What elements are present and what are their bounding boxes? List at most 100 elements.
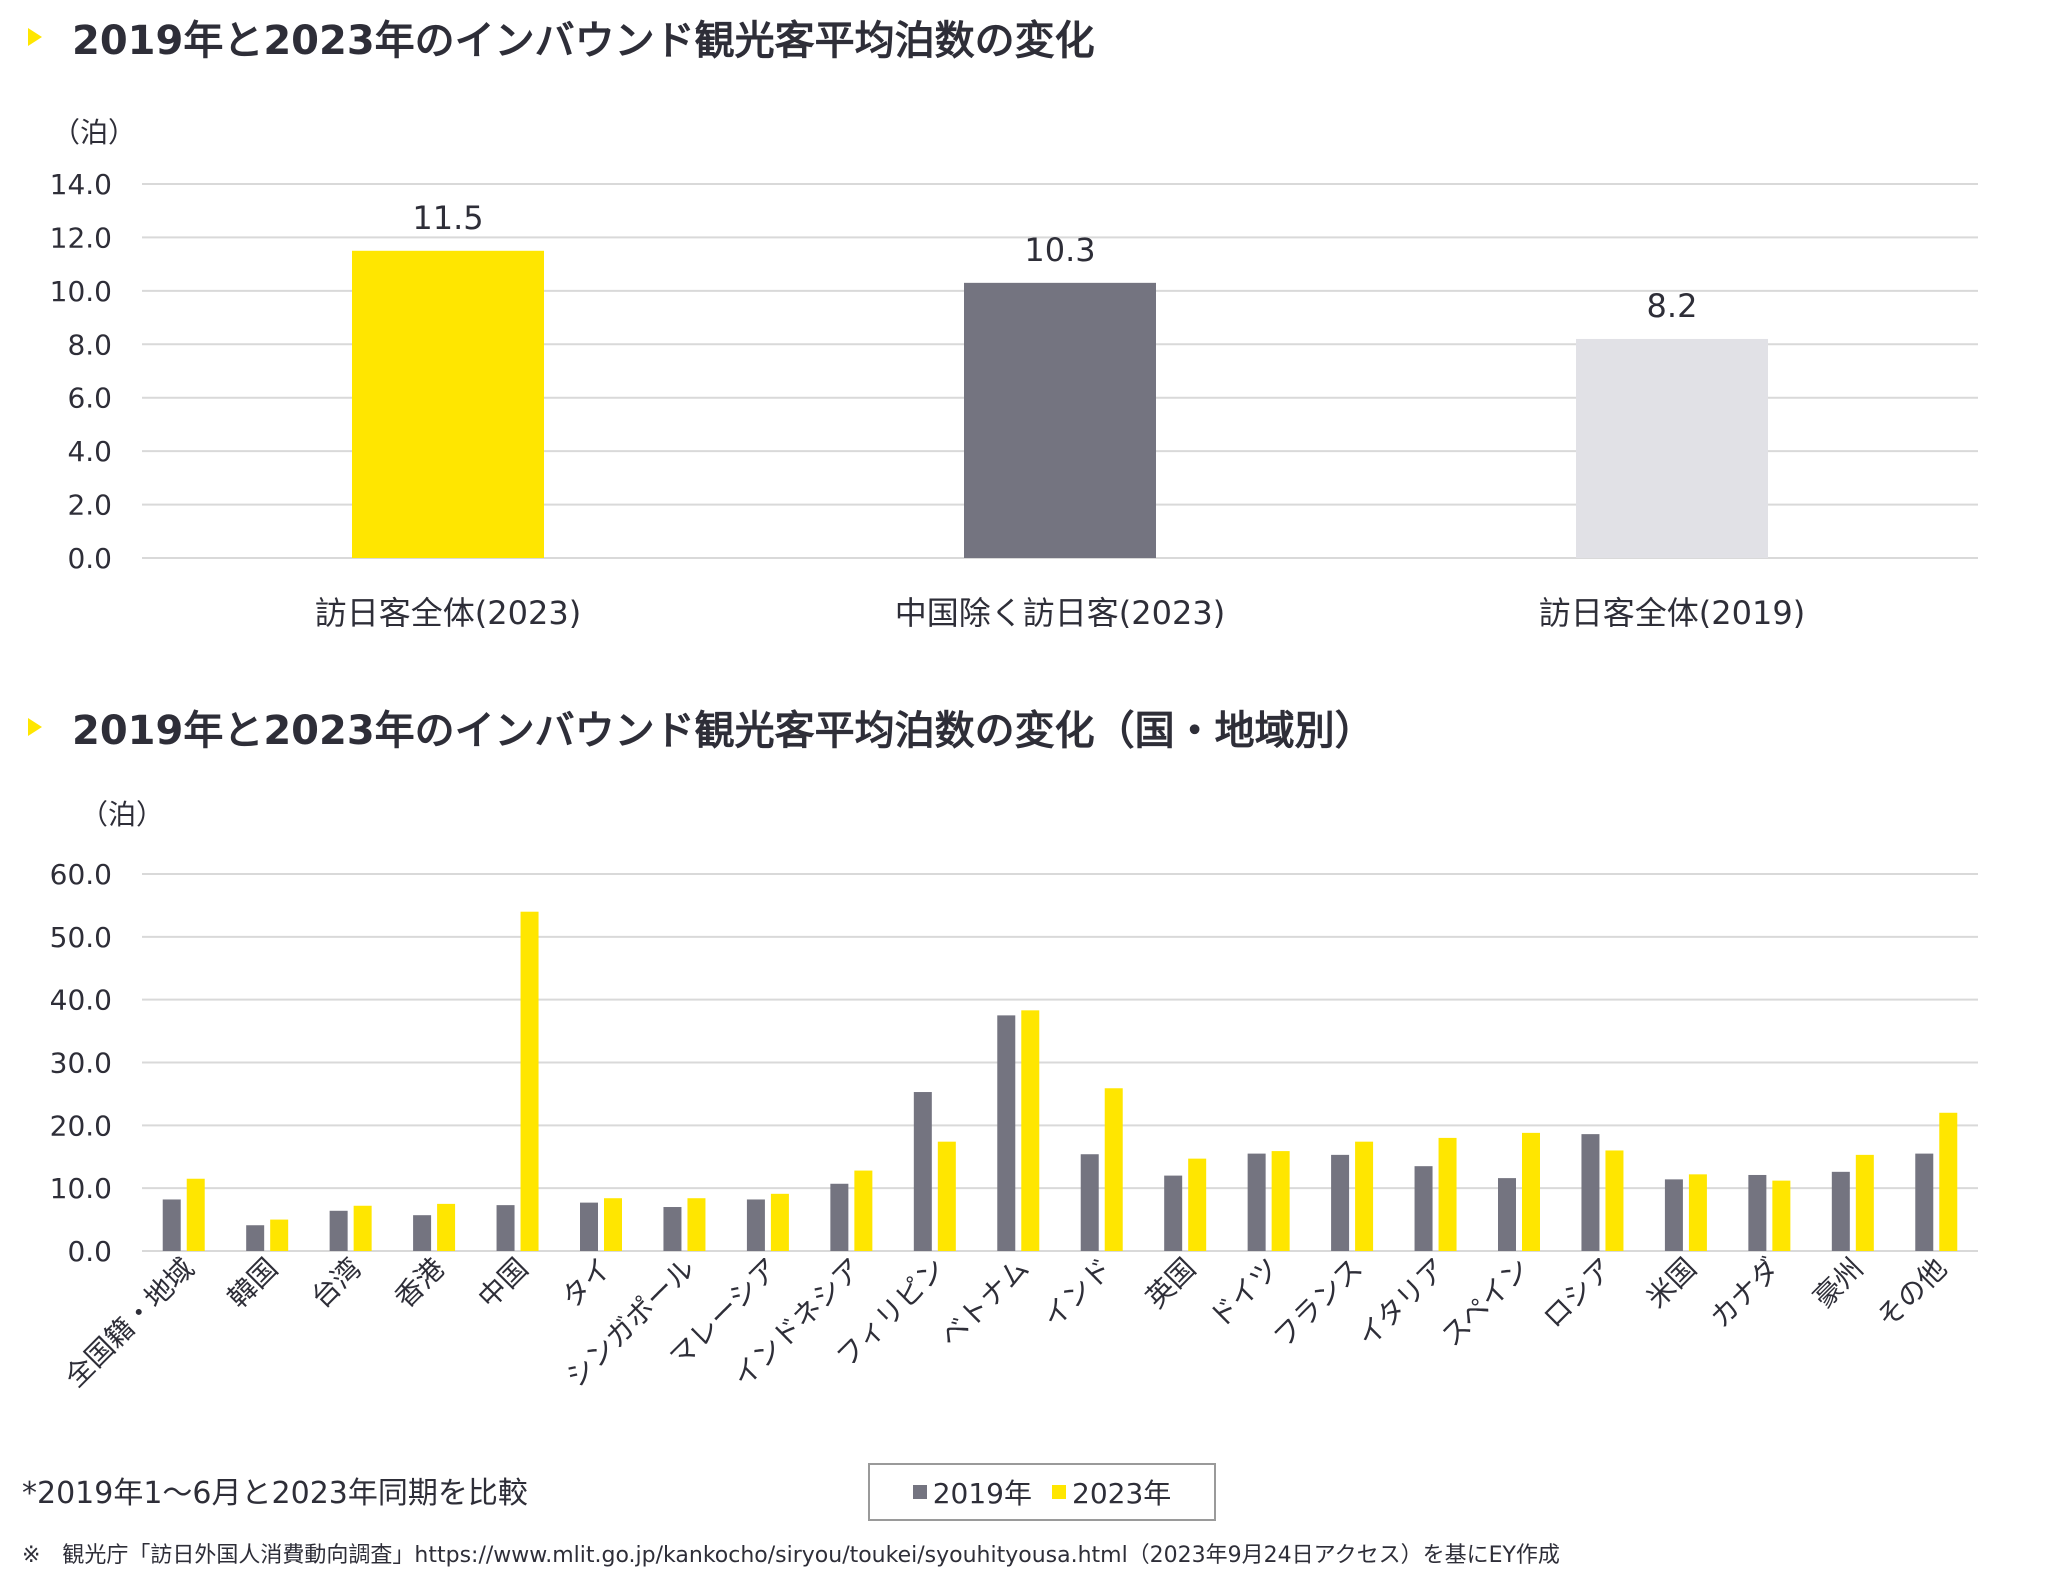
y-tick-label: 0.0	[67, 1235, 112, 1268]
chart1-plot: （泊） 0.0 2.0 4.0 6.0 8.0 10.0 12.0 14.0 11.5 訪日客全体(…	[50, 116, 1978, 632]
bar-2019	[1414, 1166, 1433, 1251]
bar-2023	[1271, 1151, 1290, 1251]
bar-2023	[770, 1193, 789, 1251]
x-tick-label: カナダ	[1704, 1252, 1787, 1335]
bar-2023	[437, 1203, 456, 1251]
bar-2019	[1247, 1153, 1266, 1251]
y-tick-label: 10.0	[50, 275, 112, 308]
x-tick-label: 全国籍・地域	[59, 1252, 201, 1394]
source-citation: ※ 観光庁「訪日外国人消費動向調査」https://www.mlit.go.jp…	[22, 1543, 1560, 1568]
bar-2019	[1080, 1154, 1099, 1251]
bar-2023	[1188, 1158, 1207, 1251]
bar-2023	[520, 911, 539, 1251]
x-tick-label: 訪日客全体(2019)	[1539, 594, 1805, 632]
y-tick-label: 6.0	[67, 382, 112, 415]
bar-2019	[246, 1225, 265, 1251]
bar-2019	[1831, 1171, 1850, 1251]
bar-2019	[1164, 1175, 1183, 1251]
x-tick-label: 中国除く訪日客(2023)	[895, 594, 1225, 632]
x-tick-label: インド	[1036, 1252, 1119, 1335]
y-tick-label: 20.0	[50, 1109, 112, 1142]
chart1-title-row: 2019年と2023年のインバウンド観光客平均泊数の変化	[28, 8, 1095, 66]
x-tick-label: 台湾	[305, 1252, 368, 1315]
bar-2019	[1581, 1134, 1600, 1251]
y-tick-label: 8.0	[67, 328, 112, 361]
y-tick-label: 40.0	[50, 984, 112, 1017]
bar-2019	[1664, 1179, 1683, 1251]
x-tick-label: 英国	[1139, 1252, 1202, 1315]
x-tick-label: フランス	[1267, 1252, 1369, 1354]
triangle-bullet-icon	[28, 28, 42, 46]
legend-swatch-2023	[1052, 1485, 1066, 1499]
x-tick-label: その他	[1870, 1252, 1953, 1335]
x-tick-label: 豪州	[1807, 1252, 1870, 1315]
chart2-plot: （泊） 0.0 10.0 20.0 30.0 40.0 50.0 60.0 全国籍・地域 韓国 台湾…	[50, 798, 1978, 1394]
y-tick-label: 30.0	[50, 1047, 112, 1080]
legend-item-2023: 2023年	[1052, 1472, 1171, 1512]
legend-label-2023: 2023年	[1072, 1477, 1172, 1510]
chart2-title-row: 2019年と2023年のインバウンド観光客平均泊数の変化（国・地域別）	[28, 698, 1375, 756]
x-tick-label: 韓国	[221, 1252, 284, 1315]
y-axis-unit-label: （泊）	[52, 116, 136, 149]
legend-swatch-2019	[912, 1485, 927, 1499]
bar-2023	[604, 1198, 622, 1251]
x-tick-label: 香港	[388, 1252, 451, 1315]
triangle-bullet-icon	[28, 718, 42, 736]
bar-2019	[1498, 1178, 1516, 1251]
bar-2019	[1915, 1153, 1934, 1251]
bar	[352, 250, 544, 559]
bar-2023	[353, 1205, 372, 1251]
y-tick-label: 0.0	[67, 542, 112, 575]
x-tick-label: スペイン	[1435, 1252, 1536, 1353]
bar-2023	[854, 1170, 873, 1251]
bar-2023	[1855, 1154, 1874, 1251]
bar-2019	[997, 1015, 1016, 1251]
legend: 2019年 2023年	[868, 1463, 1216, 1521]
bar-2023	[1605, 1150, 1624, 1251]
y-axis-unit-label: （泊）	[80, 798, 164, 831]
y-tick-label: 2.0	[67, 489, 112, 522]
data-label: 8.2	[1647, 287, 1698, 325]
bar-2019	[1748, 1174, 1767, 1251]
bar-2019	[913, 1092, 932, 1251]
bar	[1576, 338, 1768, 558]
x-tick-label: 米国	[1640, 1252, 1703, 1315]
bar-2023	[1772, 1180, 1791, 1251]
x-tick-label: ベトナム	[933, 1252, 1035, 1354]
y-tick-label: 14.0	[50, 168, 112, 201]
bar-2023	[687, 1198, 706, 1251]
bar-2023	[186, 1178, 205, 1251]
bar-2019	[746, 1199, 765, 1251]
bar-2019	[663, 1207, 682, 1251]
chart1-title: 2019年と2023年のインバウンド観光客平均泊数の変化	[72, 18, 1095, 64]
bar-2019	[413, 1215, 432, 1251]
bar-2023	[270, 1219, 289, 1251]
y-tick-label: 10.0	[50, 1172, 112, 1205]
x-tick-label: 中国	[472, 1252, 535, 1315]
x-tick-label: ロシア	[1537, 1252, 1620, 1335]
bar-2023	[1104, 1088, 1123, 1251]
comparison-note: *2019年1～6月と2023年同期を比較	[22, 1476, 528, 1511]
bar	[964, 282, 1156, 558]
x-tick-label: ドイツ	[1203, 1252, 1286, 1335]
bar-2023	[1355, 1141, 1374, 1251]
bar-2023	[1939, 1112, 1958, 1251]
data-label: 11.5	[412, 199, 483, 237]
x-tick-label: 訪日客全体(2023)	[315, 594, 581, 632]
y-tick-label: 12.0	[50, 221, 112, 254]
y-tick-label: 60.0	[50, 858, 112, 891]
x-tick-label: イタリア	[1351, 1252, 1453, 1354]
y-tick-label: 4.0	[67, 435, 112, 468]
legend-item-2019: 2019年	[912, 1472, 1032, 1512]
bar-2019	[580, 1202, 598, 1251]
legend-label-2019: 2019年	[932, 1477, 1032, 1510]
bar-2023	[1438, 1137, 1457, 1251]
data-label: 10.3	[1024, 231, 1095, 269]
bar-2023	[1688, 1174, 1707, 1251]
bar-2023	[1522, 1132, 1540, 1251]
x-tick-label: タイ	[555, 1252, 618, 1315]
bar-2019	[329, 1210, 348, 1251]
bar-2023	[1021, 1010, 1040, 1251]
chart2-title: 2019年と2023年のインバウンド観光客平均泊数の変化（国・地域別）	[72, 708, 1375, 754]
bar-2019	[1331, 1154, 1350, 1251]
